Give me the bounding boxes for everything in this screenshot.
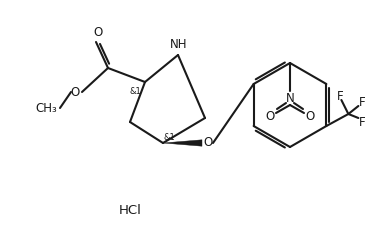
Text: F: F (359, 116, 366, 128)
Text: N: N (286, 92, 295, 106)
Text: HCl: HCl (118, 204, 141, 216)
Text: O: O (203, 137, 213, 149)
Text: O: O (70, 85, 79, 98)
Text: &1: &1 (129, 86, 141, 95)
Text: F: F (337, 89, 344, 103)
Text: &1: &1 (163, 133, 175, 142)
Text: CH₃: CH₃ (35, 101, 57, 115)
Text: F: F (359, 95, 366, 109)
Text: O: O (305, 110, 315, 124)
Text: O: O (265, 110, 275, 124)
Text: NH: NH (170, 37, 188, 51)
Polygon shape (163, 140, 202, 146)
Text: O: O (93, 27, 103, 40)
